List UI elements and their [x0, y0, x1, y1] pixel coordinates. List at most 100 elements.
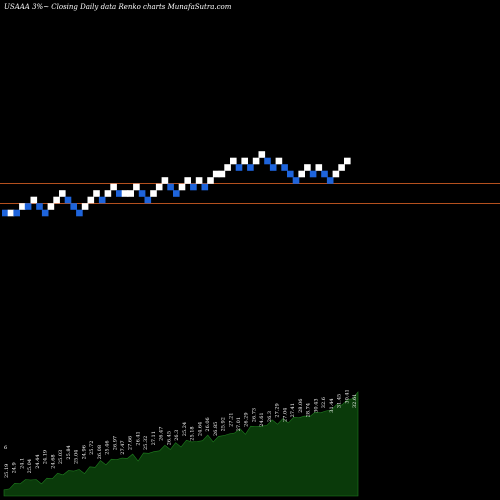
renko-brick-up [150, 190, 157, 197]
volume-value-label: 26.08 [97, 445, 103, 459]
volume-value-label: 26.85 [213, 422, 219, 436]
volume-area-path [3, 391, 359, 497]
volume-value-label: 26.29 [244, 412, 250, 426]
volume-value-label: 25.19 [4, 464, 10, 478]
volume-value-label: 24.1 [20, 458, 26, 469]
renko-bricks [2, 151, 351, 217]
volume-area: 625.19 24.9 24.1 25.04 24.44 24.19 24.68 25.03 2… [3, 389, 359, 497]
renko-brick-up [224, 164, 231, 171]
volume-value-label: 25.04 [74, 450, 80, 464]
resistance-lines [0, 183, 500, 204]
volume-value-label: 26.45 [166, 431, 172, 445]
volume-value-label: 26.06 [205, 417, 211, 431]
volume-value-label: 32.6 [321, 397, 327, 408]
renko-brick-up [195, 177, 203, 184]
volume-value-label: 26.3 [174, 430, 180, 441]
renko-brick-up [155, 183, 163, 191]
renko-brick-up [212, 170, 220, 178]
renko-brick-down [247, 164, 254, 171]
volume-value-label: 31.45 [337, 394, 343, 408]
renko-brick-up [7, 209, 15, 217]
renko-brick-down [309, 170, 317, 178]
renko-brick-up [332, 170, 340, 178]
renko-brick-down [264, 157, 271, 165]
renko-brick-down [235, 164, 243, 171]
renko-brick-up [218, 170, 226, 178]
volume-value-label: 25.84 [66, 445, 72, 459]
renko-brick-down [281, 164, 288, 171]
renko-brick-down [64, 196, 72, 204]
renko-brick-down [287, 170, 294, 178]
renko-brick-up [104, 190, 112, 197]
renko-brick-down [70, 203, 77, 210]
volume-value-label: 25.32 [143, 436, 149, 450]
volume-left-label: 6 [4, 445, 7, 451]
renko-brick-down [41, 209, 49, 217]
volume-value-label: 27.66 [128, 436, 134, 450]
volume-value-label: 31.44 [329, 398, 335, 412]
volume-value-label: 25.46 [105, 440, 111, 454]
volume-value-label: 25.72 [89, 441, 95, 455]
renko-brick-down [167, 183, 174, 191]
volume-value-label: 27.21 [228, 413, 234, 427]
volume-value-label: 27.01 [236, 417, 242, 431]
volume-value-label: 25.03 [58, 450, 64, 464]
renko-brick-up [258, 151, 266, 158]
renko-brick-up [184, 177, 191, 184]
renko-brick-up [298, 170, 305, 178]
renko-brick-up [59, 190, 66, 197]
renko-brick-down [326, 177, 334, 184]
renko-brick-down [2, 209, 9, 217]
volume-value-label: 24.44 [35, 454, 41, 468]
volume-value-label: 25.18 [190, 426, 196, 440]
renko-brick-down [321, 170, 328, 178]
volume-value-label: 24.68 [50, 454, 56, 468]
renko-brick-up [47, 203, 55, 210]
volume-value-label: 24.61 [259, 412, 265, 426]
volume-value-label: 27.47 [120, 440, 126, 454]
volume-value-label: 28.74 [306, 403, 312, 417]
renko-brick-up [93, 190, 100, 197]
renko-brick-up [19, 203, 26, 210]
volume-value-label: 24.19 [43, 450, 49, 464]
volume-value-label: 32.61 [352, 394, 358, 408]
volume-value-label: 30.41 [344, 389, 350, 403]
renko-brick-up [53, 196, 60, 204]
renko-brick-down [201, 183, 209, 191]
volume-value-label: 26.47 [159, 427, 165, 441]
renko-brick-up [127, 190, 134, 197]
renko-brick-down [173, 190, 180, 197]
renko-brick-up [178, 183, 186, 191]
renko-brick-up [121, 190, 129, 197]
renko-brick-up [275, 157, 283, 165]
renko-brick-up [81, 203, 89, 210]
volume-value-label: 28.06 [298, 399, 304, 413]
volume-value-label: 24.96 [81, 445, 87, 459]
volume-value-label: 25.24 [182, 422, 188, 436]
renko-brick-down [292, 177, 300, 184]
renko-brick-down [13, 209, 20, 217]
volume-value-label: 26.3 [267, 411, 273, 422]
volume-value-label: 24.9 [12, 462, 18, 473]
volume-value-label: 25.04 [27, 459, 33, 473]
renko-brick-up [30, 196, 38, 204]
renko-brick-up [87, 196, 95, 204]
renko-brick-up [241, 157, 248, 165]
renko-brick-up [207, 177, 214, 184]
volume-value-label: 26.97 [112, 436, 118, 450]
renko-brick-up [110, 183, 117, 191]
renko-brick-down [24, 203, 32, 210]
volume-value-label: 27.41 [290, 403, 296, 417]
renko-brick-up [315, 164, 323, 171]
renko-brick-down [269, 164, 277, 171]
volume-value-label: 30.43 [313, 398, 319, 412]
renko-brick-down [116, 190, 123, 197]
renko-brick-down [190, 183, 197, 191]
renko-brick-down [138, 190, 146, 197]
renko-brick-up [304, 164, 311, 171]
volume-value-label: 27.29 [275, 403, 281, 417]
renko-brick-down [36, 203, 43, 210]
volume-value-label: 26.41 [136, 431, 142, 445]
